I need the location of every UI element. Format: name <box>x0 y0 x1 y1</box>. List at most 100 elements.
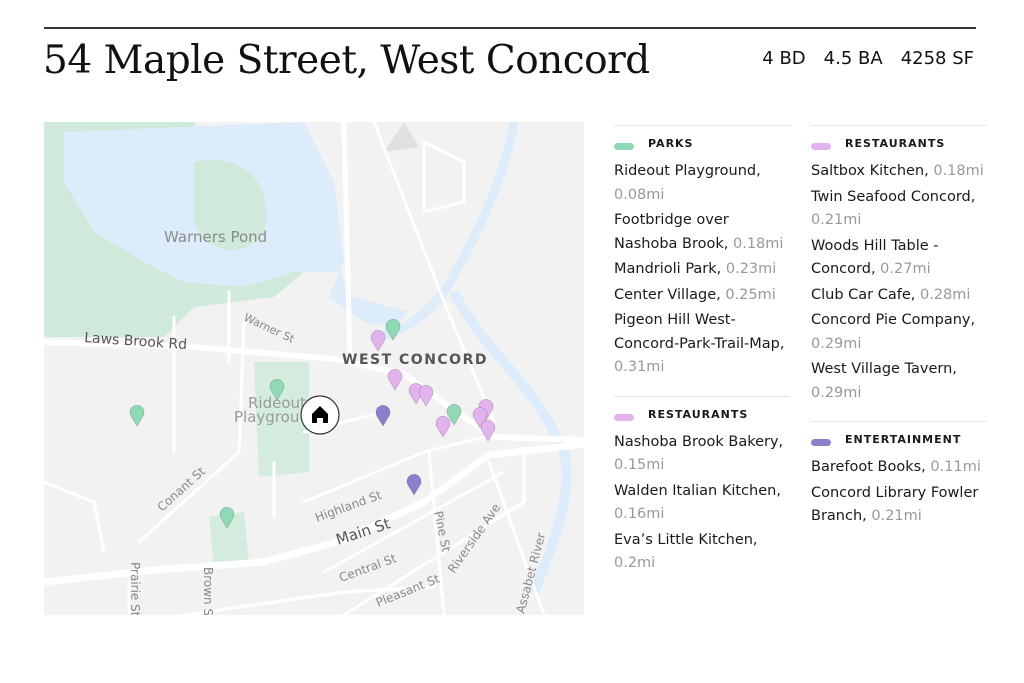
place-distance: 0.25mi <box>725 286 776 303</box>
property-stats: 4 BD 4.5 BA 4258 SF <box>762 48 974 69</box>
laws-brook-rd <box>44 339 584 443</box>
place-distance: 0.21mi <box>871 508 922 524</box>
map-pin-icon-parks[interactable] <box>219 507 235 529</box>
map-pins <box>129 319 496 529</box>
page-title: 54 Maple Street, West Concord <box>43 38 650 83</box>
assabet-river <box>449 289 572 594</box>
home-marker[interactable] <box>300 395 340 435</box>
map-label-west-concord: WEST CONCORD <box>342 352 488 368</box>
map-label-prairie-st: Prairie St <box>128 562 142 615</box>
neighborhood-map[interactable]: Warners Pond Laws Brook Rd Warner St WES… <box>44 122 584 615</box>
list-item[interactable]: West Village Tavern, 0.29mi <box>811 358 987 405</box>
list-item[interactable]: Walden Italian Kitchen, 0.16mi <box>614 480 790 527</box>
roads <box>44 122 584 615</box>
list-item[interactable]: Concord Library Fowler Branch, 0.21mi <box>811 482 987 529</box>
place-name: Saltbox Kitchen, <box>811 163 929 179</box>
legend-swatch <box>614 413 634 421</box>
legend-swatch <box>811 439 831 446</box>
map-pin-icon-restaurants[interactable] <box>480 420 496 442</box>
list-item[interactable]: Mandrioli Park, 0.23mi <box>614 258 790 282</box>
place-name: Center Village, <box>614 286 721 303</box>
place-name: Rideout Playground, <box>614 163 761 179</box>
section-heading-label: PARKS <box>648 137 694 150</box>
legend-swatch <box>811 143 831 150</box>
place-name: Twin Seafood Concord, <box>811 188 976 205</box>
place-name: Mandrioli Park, <box>614 261 722 277</box>
place-distance: 0.28mi <box>920 286 971 303</box>
green-area-rideout <box>254 362 309 477</box>
list-item[interactable]: Club Car Cafe, 0.28mi <box>811 284 987 308</box>
map-label-central-st: Central St <box>337 551 398 585</box>
map-label-rideout: Rideout <box>248 394 306 412</box>
list-column-left: PARKS Rideout Playground, 0.08mi Footbridg… <box>614 125 790 590</box>
legend-swatch <box>614 143 634 150</box>
place-distance: 0.08mi <box>614 186 665 203</box>
place-name: Eva’s Little Kitchen, <box>614 531 758 548</box>
place-name: West Village Tavern, <box>811 361 957 377</box>
map-pin-icon-restaurants[interactable] <box>387 369 403 391</box>
section-heading: RESTAURANTS <box>811 137 987 150</box>
list-item[interactable]: Rideout Playground, 0.08mi <box>614 160 790 207</box>
island <box>194 160 266 251</box>
place-name: Concord Library Fowler Branch, <box>811 484 979 525</box>
place-name: Footbridge over Nashoba Brook, <box>614 212 729 252</box>
map-label-playground: Playgrou <box>234 408 299 426</box>
list-item[interactable]: Concord Pie Company, 0.29mi <box>811 309 987 356</box>
map-pin-icon-entertainment[interactable] <box>406 474 422 496</box>
map-canvas: Warners Pond Laws Brook Rd Warner St WES… <box>44 122 584 615</box>
map-pin-icon-parks[interactable] <box>385 319 401 341</box>
map-label-brown-st: Brown St <box>201 567 215 615</box>
list-item[interactable]: Footbridge over Nashoba Brook, 0.18mi <box>614 209 790 256</box>
section-parks: PARKS Rideout Playground, 0.08mi Footbridg… <box>614 125 790 380</box>
section-restaurants: RESTAURANTS Saltbox Kitchen, 0.18mi Twin S… <box>811 125 987 405</box>
place-distance: 0.27mi <box>880 261 931 277</box>
list-item[interactable]: Barefoot Books, 0.11mi <box>811 456 987 480</box>
list-item[interactable]: Woods Hill Table - Concord, 0.27mi <box>811 235 987 282</box>
green-area-south <box>209 512 249 567</box>
place-distance: 0.15mi <box>614 457 665 473</box>
map-pin-icon-parks[interactable] <box>269 379 285 401</box>
section-heading: RESTAURANTS <box>614 408 790 421</box>
list-item[interactable]: Nashoba Brook Bakery, 0.15mi <box>614 431 790 478</box>
place-distance: 0.29mi <box>811 335 862 352</box>
map-pin-icon-entertainment[interactable] <box>375 405 391 427</box>
list-item[interactable]: Twin Seafood Concord, 0.21mi <box>811 186 987 233</box>
map-pin-icon-restaurants[interactable] <box>418 385 434 407</box>
beds-count: 4 BD <box>762 48 806 69</box>
map-pin-icon-restaurants[interactable] <box>435 416 451 438</box>
section-restaurants: RESTAURANTS Nashoba Brook Bakery, 0.15mi W… <box>614 395 790 576</box>
place-distance: 0.2mi <box>614 555 656 571</box>
map-pin-icon-restaurants[interactable] <box>472 407 488 429</box>
section-entertainment: ENTERTAINMENT Barefoot Books, 0.11mi Conco… <box>811 421 987 529</box>
list-item[interactable]: Eva’s Little Kitchen, 0.2mi <box>614 529 790 576</box>
map-label-riverside-ave: Riverside Ave <box>445 501 503 576</box>
place-name: Nashoba Brook Bakery, <box>614 433 784 450</box>
map-label-main-st: Main St <box>334 514 393 548</box>
place-name: Woods Hill Table - Concord, <box>811 237 939 278</box>
map-label-laws-brook-rd: Laws Brook Rd <box>84 330 188 353</box>
map-label-warner-st: Warner St <box>242 311 297 346</box>
square-footage: 4258 SF <box>900 48 974 69</box>
map-pin-icon-parks[interactable] <box>446 404 462 426</box>
list-item[interactable]: Center Village, 0.25mi <box>614 284 790 308</box>
north-road <box>341 122 353 365</box>
map-label-pond: Warners Pond <box>164 228 267 246</box>
place-distance: 0.18mi <box>933 163 984 179</box>
place-name: Concord Pie Company, <box>811 312 976 328</box>
list-item[interactable]: Saltbox Kitchen, 0.18mi <box>811 160 987 184</box>
place-name: Walden Italian Kitchen, <box>614 482 781 499</box>
section-heading: ENTERTAINMENT <box>811 433 987 446</box>
nashoba-brook <box>373 122 519 342</box>
list-item[interactable]: Pigeon Hill West-Concord-Park-Trail-Map,… <box>614 309 790 380</box>
place-distance: 0.11mi <box>930 459 981 475</box>
map-pin-icon-restaurants[interactable] <box>370 330 386 352</box>
building <box>384 122 419 152</box>
place-distance: 0.31mi <box>614 359 665 375</box>
main-st <box>44 440 584 586</box>
map-pin-icon-parks[interactable] <box>129 405 145 427</box>
section-heading: PARKS <box>614 137 790 150</box>
map-label-pine-st: Pine St <box>431 510 453 554</box>
header-divider <box>44 27 976 29</box>
place-name: Pigeon Hill West-Concord-Park-Trail-Map, <box>614 312 785 352</box>
place-distance: 0.21mi <box>811 212 862 228</box>
